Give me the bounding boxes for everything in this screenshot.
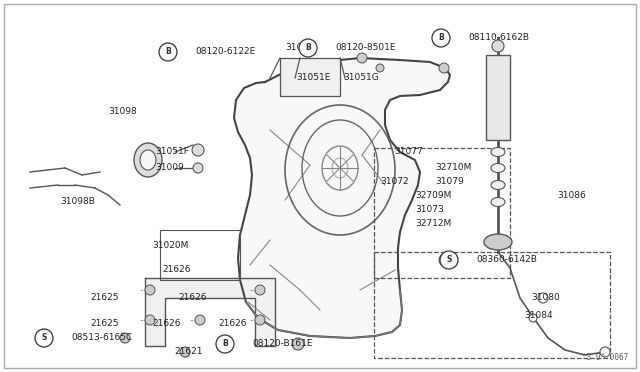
Text: 08120-6122E: 08120-6122E <box>195 48 255 57</box>
Text: 32709M: 32709M <box>415 192 451 201</box>
Bar <box>374 148 510 278</box>
Bar <box>486 55 510 140</box>
Circle shape <box>145 285 155 295</box>
Ellipse shape <box>134 143 162 177</box>
Circle shape <box>600 347 610 357</box>
Circle shape <box>255 315 265 325</box>
Text: 31020M: 31020M <box>152 241 188 250</box>
Circle shape <box>216 335 234 353</box>
Circle shape <box>195 315 205 325</box>
Circle shape <box>376 64 384 72</box>
Circle shape <box>299 39 317 57</box>
Text: 31086: 31086 <box>557 192 586 201</box>
Text: B: B <box>438 33 444 42</box>
Text: 21626: 21626 <box>152 318 180 327</box>
Ellipse shape <box>484 234 512 250</box>
Circle shape <box>357 53 367 63</box>
Circle shape <box>180 347 190 357</box>
Circle shape <box>439 63 449 73</box>
Text: 21625: 21625 <box>90 294 118 302</box>
Polygon shape <box>234 58 450 338</box>
Text: 21626: 21626 <box>178 294 207 302</box>
Text: 31098: 31098 <box>108 108 137 116</box>
Circle shape <box>529 314 537 322</box>
Circle shape <box>159 43 177 61</box>
Text: 31098B: 31098B <box>60 198 95 206</box>
Text: 08513-6165C: 08513-6165C <box>71 334 132 343</box>
Text: 08360-6142B: 08360-6142B <box>476 256 537 264</box>
Bar <box>374 252 610 358</box>
Text: ^3 0^ 0067: ^3 0^ 0067 <box>582 353 628 362</box>
Circle shape <box>292 338 304 350</box>
Bar <box>280 58 340 96</box>
Text: S: S <box>42 334 47 343</box>
Ellipse shape <box>491 198 505 206</box>
Ellipse shape <box>491 148 505 157</box>
Text: 31051G: 31051G <box>343 74 379 83</box>
Circle shape <box>35 329 53 347</box>
Bar <box>160 230 240 280</box>
Circle shape <box>492 40 504 52</box>
Text: 31073: 31073 <box>415 205 444 215</box>
Text: 08110-6162B: 08110-6162B <box>468 33 529 42</box>
Text: 08120-B161E: 08120-B161E <box>252 340 312 349</box>
Polygon shape <box>145 278 275 346</box>
Text: S: S <box>446 256 452 264</box>
Text: 21626: 21626 <box>162 266 191 275</box>
Ellipse shape <box>491 180 505 189</box>
Circle shape <box>192 144 204 156</box>
Text: 08120-8501E: 08120-8501E <box>335 44 396 52</box>
Text: 31051F: 31051F <box>155 148 189 157</box>
Text: 31054: 31054 <box>285 44 314 52</box>
Text: 31084: 31084 <box>524 311 552 321</box>
Text: 31080: 31080 <box>531 294 560 302</box>
Text: 21626: 21626 <box>218 318 246 327</box>
Circle shape <box>439 254 451 266</box>
Text: 21625: 21625 <box>90 318 118 327</box>
Circle shape <box>193 163 203 173</box>
Ellipse shape <box>491 164 505 173</box>
Text: 31077: 31077 <box>394 148 423 157</box>
Text: 31072: 31072 <box>380 177 408 186</box>
Circle shape <box>432 29 450 47</box>
Text: 31009: 31009 <box>155 164 184 173</box>
Text: 21621: 21621 <box>174 347 202 356</box>
Text: 32710M: 32710M <box>435 164 472 173</box>
Circle shape <box>538 293 548 303</box>
Text: 31079: 31079 <box>435 177 464 186</box>
Ellipse shape <box>140 150 156 170</box>
Text: B: B <box>305 44 311 52</box>
Circle shape <box>440 251 458 269</box>
Circle shape <box>120 333 130 343</box>
Circle shape <box>145 315 155 325</box>
Text: B: B <box>222 340 228 349</box>
Text: 32712M: 32712M <box>415 219 451 228</box>
Text: B: B <box>165 48 171 57</box>
Text: 31051E: 31051E <box>296 74 330 83</box>
Circle shape <box>255 285 265 295</box>
